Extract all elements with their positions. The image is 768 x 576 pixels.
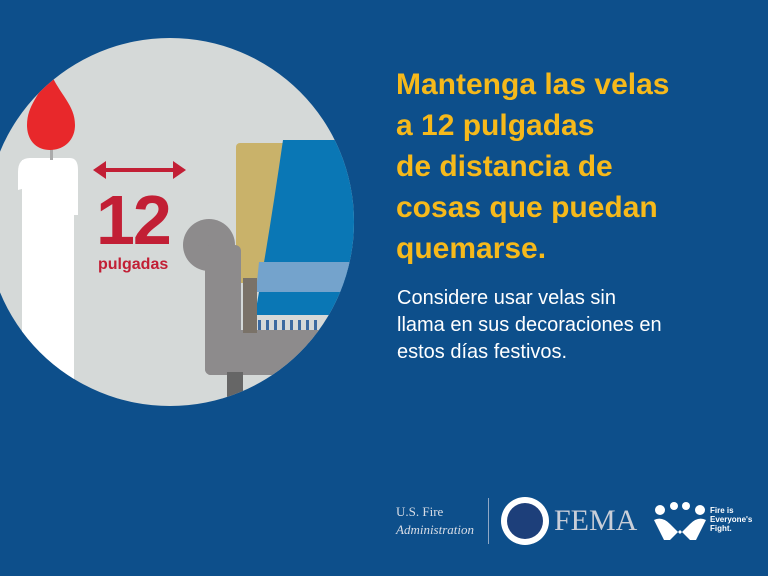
candle-icon xyxy=(18,148,78,406)
headline: Mantenga las velas a 12 pulgadas de dist… xyxy=(396,64,756,269)
headline-line: de distancia de xyxy=(396,150,613,183)
usfa-line: Administration xyxy=(396,522,475,537)
headline-line: Mantenga las velas xyxy=(396,68,670,101)
subtext: Considere usar velas sin llama en sus de… xyxy=(397,285,757,366)
arrow-double-icon xyxy=(93,161,186,179)
headline-line: cosas que puedan xyxy=(396,191,658,224)
headline-line: a 12 pulgadas xyxy=(396,109,595,142)
fema-logo: FEMA xyxy=(554,504,638,537)
curtain-icon xyxy=(236,140,354,347)
dhs-seal-icon xyxy=(501,497,549,545)
campaign-logo-text: Fire is Everyone's Fight. xyxy=(710,506,752,533)
footer-divider xyxy=(488,498,489,544)
distance-unit: pulgadas xyxy=(98,256,169,273)
usfa-logo: U.S. Fire Administration xyxy=(396,503,474,539)
fire-is-everyones-fight-icon xyxy=(654,502,706,540)
campaign-line: Fight. xyxy=(710,524,732,533)
usfa-line: U.S. Fire xyxy=(396,504,444,519)
subtext-line: Considere usar velas sin xyxy=(397,287,616,309)
campaign-line: Fire is xyxy=(710,506,734,515)
distance-number: 12 xyxy=(96,181,172,259)
campaign-line: Everyone's xyxy=(710,515,753,524)
flame-icon xyxy=(27,72,75,150)
subtext-line: llama en sus decoraciones en xyxy=(397,314,662,336)
headline-line: quemarse. xyxy=(396,232,547,265)
subtext-line: estos días festivos. xyxy=(397,341,568,363)
